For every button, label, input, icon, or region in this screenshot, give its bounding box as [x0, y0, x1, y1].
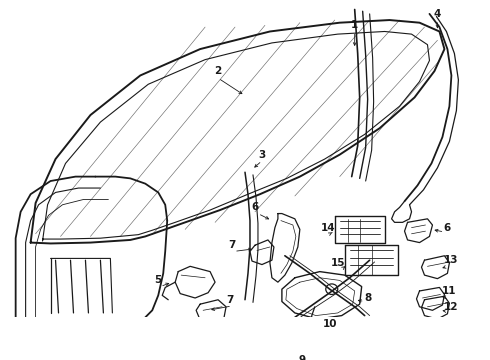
Text: 4: 4	[434, 9, 441, 19]
Text: 10: 10	[322, 319, 337, 329]
Text: 15: 15	[330, 258, 345, 268]
Text: 13: 13	[444, 255, 459, 265]
Text: 5: 5	[155, 275, 162, 285]
Text: 2: 2	[215, 66, 221, 76]
Text: 3: 3	[258, 150, 266, 159]
Text: 6: 6	[444, 222, 451, 233]
Text: 12: 12	[444, 302, 459, 312]
Text: 8: 8	[364, 293, 371, 303]
Text: 7: 7	[228, 240, 236, 250]
Text: 14: 14	[320, 222, 335, 233]
Text: 6: 6	[251, 202, 259, 212]
Text: 9: 9	[298, 355, 305, 360]
Text: 1: 1	[351, 20, 358, 30]
Text: 11: 11	[442, 286, 457, 296]
Text: 7: 7	[226, 295, 234, 305]
